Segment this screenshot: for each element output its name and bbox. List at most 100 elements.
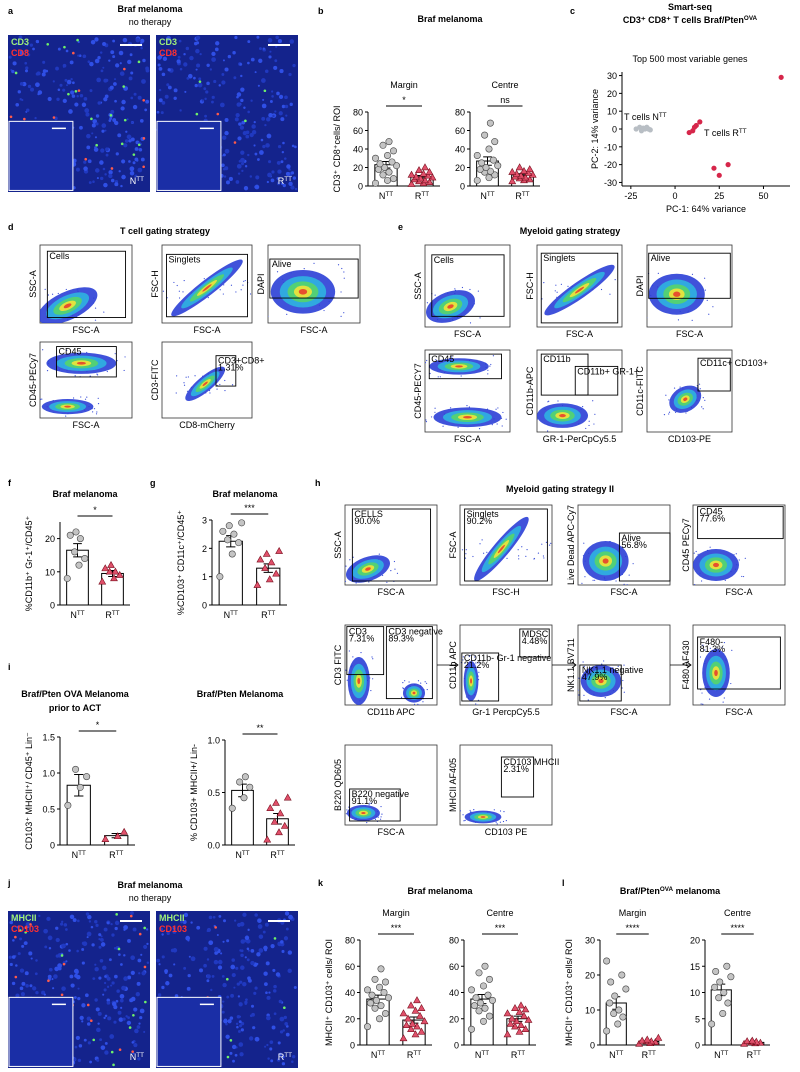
nucleus [114, 920, 120, 926]
event-dot [340, 315, 342, 317]
data-point [476, 999, 484, 1007]
nucleus [250, 99, 253, 102]
event-dot [97, 374, 99, 376]
nucleus [224, 67, 229, 72]
nucleus [265, 1015, 271, 1021]
nucleus [121, 159, 126, 164]
chart-title: Braf/Pten Melanoma [197, 689, 285, 699]
nucleus [130, 970, 135, 975]
nucleus [19, 937, 23, 941]
event-dot [393, 560, 396, 563]
event-dot [695, 550, 697, 553]
event-dot [286, 313, 288, 315]
nucleus [281, 150, 285, 154]
y-tick-label: 20 [607, 89, 617, 99]
y-axis-label: CD45-PECy7 [28, 353, 38, 407]
stained-cell [24, 926, 28, 930]
nucleus [229, 1016, 234, 1020]
superscript: TT [277, 850, 285, 857]
gate [648, 252, 731, 299]
nucleus [110, 984, 113, 987]
event-dot [343, 277, 345, 279]
nucleus [106, 921, 110, 925]
nucleus [157, 55, 162, 60]
nucleus [265, 991, 268, 995]
nucleus [86, 1022, 91, 1026]
density-contour [559, 414, 566, 418]
event-dot [731, 649, 733, 651]
stained-cell [143, 926, 146, 930]
nucleus [118, 50, 124, 56]
event-dot [422, 357, 423, 358]
density [40, 349, 126, 417]
nucleus [81, 1020, 84, 1023]
nucleus [42, 60, 46, 64]
nucleus [123, 976, 128, 981]
density-contour [497, 544, 505, 554]
x-tick-label: RTT [747, 1050, 761, 1061]
data-point [98, 577, 107, 585]
nucleus [110, 178, 115, 183]
event-dot [730, 682, 732, 685]
nucleus [186, 77, 190, 80]
event-dot [183, 382, 185, 384]
superscript: TT [659, 112, 667, 119]
nucleus [25, 922, 31, 927]
nucleus [69, 974, 74, 979]
y-tick-label: 20 [585, 971, 595, 981]
event-dot [97, 403, 100, 405]
x-axis-label: FSC-A [378, 827, 405, 837]
event-dot [185, 376, 187, 378]
event-dot [380, 816, 382, 818]
event-dot [578, 689, 579, 691]
nucleus [74, 1045, 78, 1049]
nucleus [280, 940, 284, 944]
gate-label: CD45 [59, 347, 82, 357]
data-point [72, 528, 80, 536]
event-dot [502, 820, 505, 823]
inset [8, 120, 74, 191]
nucleus [87, 159, 92, 164]
nucleus [173, 963, 176, 966]
nucleus [75, 1035, 81, 1041]
event-dot [545, 541, 547, 544]
nucleus [20, 992, 25, 997]
nucleus [185, 46, 190, 51]
data-point [371, 179, 379, 187]
nucleus [247, 110, 250, 114]
nucleus [161, 72, 166, 77]
nucleus [270, 1059, 274, 1063]
nucleus [99, 160, 104, 165]
nucleus [230, 964, 236, 970]
stained-cell [9, 115, 13, 119]
nucleus [247, 61, 250, 65]
nucleus [242, 130, 247, 136]
stained-cell [144, 1000, 147, 1004]
nucleus [120, 184, 123, 188]
data-point [488, 996, 496, 1004]
nucleus [261, 78, 266, 83]
nucleus [122, 37, 128, 43]
event-dot [182, 291, 184, 293]
nucleus [111, 933, 115, 937]
superscript: TT [77, 610, 85, 617]
data-point [416, 1011, 424, 1019]
nucleus [127, 975, 132, 980]
event-dot [222, 293, 224, 295]
event-dot [65, 288, 67, 291]
event-dot [525, 555, 527, 557]
stained-cell [92, 1038, 96, 1042]
nucleus [35, 82, 40, 88]
data-point [272, 569, 281, 577]
event-dot [377, 816, 379, 818]
x-axis-label: Gr-1 PercpCy5.5 [472, 707, 540, 717]
x-axis-label: FSC-H [492, 587, 520, 597]
data-point [508, 1014, 516, 1022]
nucleus [203, 87, 207, 91]
nucleus [35, 990, 39, 995]
event-dot [437, 376, 439, 378]
x-tick-label: NTT [480, 191, 494, 202]
gate-percent: 7.31% [349, 634, 375, 644]
panel-letter: a [8, 6, 14, 16]
gate-percent: 56.8% [621, 540, 647, 550]
